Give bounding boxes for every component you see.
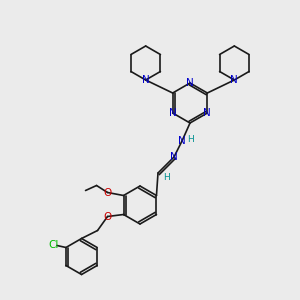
Text: O: O <box>103 212 112 221</box>
Text: H: H <box>188 134 194 143</box>
Text: N: N <box>230 75 238 85</box>
Text: N: N <box>178 136 186 146</box>
Text: N: N <box>169 108 177 118</box>
Text: N: N <box>203 108 211 118</box>
Text: Cl: Cl <box>49 239 59 250</box>
Text: N: N <box>142 75 150 85</box>
Text: O: O <box>103 188 112 197</box>
Text: N: N <box>186 78 194 88</box>
Text: H: H <box>164 172 170 182</box>
Text: N: N <box>170 152 178 162</box>
